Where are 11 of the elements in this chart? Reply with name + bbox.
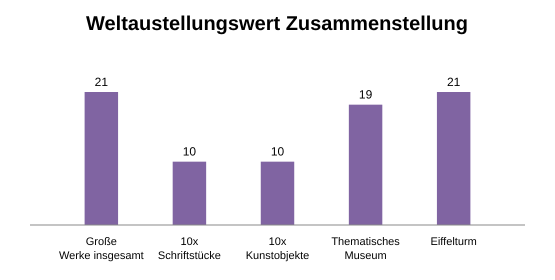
data-label: 21 [94, 75, 108, 89]
x-tick-label: 10x Kunstobjekte [246, 236, 310, 262]
x-tick-label: Große Werke insgesamt [58, 236, 144, 262]
data-label: 21 [446, 75, 461, 89]
data-label: 10 [182, 144, 196, 159]
x-tick-label: Thematisches Museum [331, 236, 400, 262]
data-label: 19 [358, 88, 373, 102]
x-tick-label: Eiffelturm [430, 236, 477, 248]
chart-title: Weltaustellungswert Zusammenstellung [86, 13, 468, 35]
data-label: 10 [270, 144, 284, 159]
x-tick-label: 10x Schriftstücke [158, 236, 221, 262]
